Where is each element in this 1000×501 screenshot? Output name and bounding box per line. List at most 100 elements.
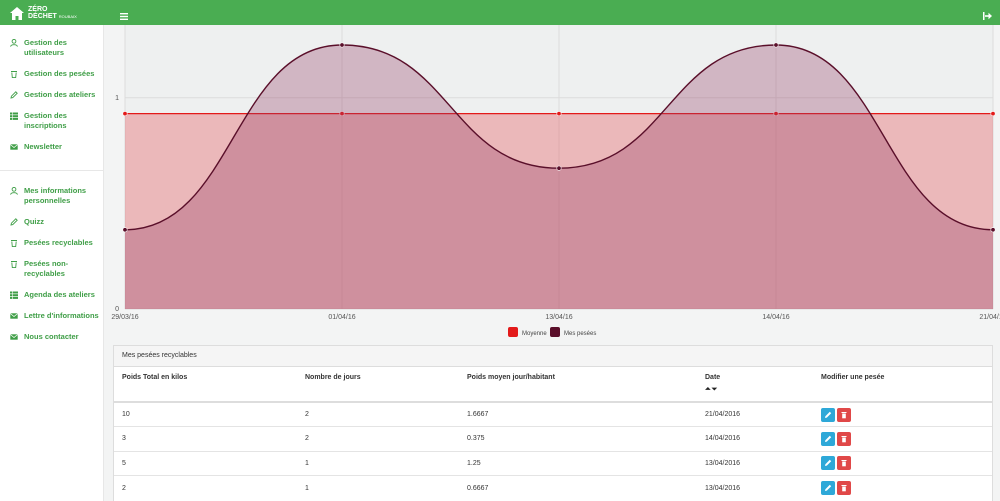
series-area-0 (125, 113, 993, 309)
data-point (990, 111, 996, 117)
sort-arrows-icon[interactable]: ⏶⏷ (705, 386, 719, 393)
table-row: 3 2 0.375 14/04/2016 (114, 426, 992, 451)
table-cell: 14/04/2016 (697, 426, 813, 451)
envelope-icon (10, 333, 18, 341)
brand-logo[interactable]: ZÉRO DÉCHET ROUBAIX (10, 3, 77, 23)
delete-button[interactable] (837, 456, 851, 471)
table-cell: 1 (297, 450, 459, 476)
table-cell: 2 (297, 426, 459, 451)
header-total-weight: Poids Total en kilos (114, 367, 297, 403)
table-cell: 2 (114, 475, 297, 500)
delete-button[interactable] (837, 431, 851, 446)
sidebar-item-admin-0[interactable]: Gestion des utilisateurs (0, 33, 103, 64)
pencil-icon (825, 411, 832, 418)
data-point (122, 111, 128, 117)
table-cell: 21/04/2016 (697, 401, 813, 427)
table-row: 5 1 1.25 13/04/2016 (114, 450, 992, 476)
data-point (122, 227, 128, 233)
delete-button[interactable] (837, 481, 851, 495)
sidebar-item-label: Gestion des ateliers (24, 90, 96, 99)
header-edit: Modifier une pesée (813, 367, 992, 403)
trash-icon (10, 70, 18, 79)
pencil-icon (825, 460, 832, 467)
sidebar-item-admin-2[interactable]: Gestion des ateliers (0, 85, 103, 106)
trash-icon (841, 435, 847, 443)
pencil-icon (825, 435, 832, 442)
row-actions (813, 450, 992, 476)
trash-icon (841, 485, 847, 492)
table-cell: 3 (114, 426, 297, 451)
legend-label-0: Moyenne (522, 331, 547, 337)
data-point (773, 111, 779, 117)
panel-title: Mes pesées recyclables (114, 346, 992, 367)
data-point (556, 165, 562, 171)
row-actions (813, 401, 992, 427)
header-days: Nombre de jours (297, 367, 459, 403)
sidebar-item-user-5[interactable]: Lettre d'informations (0, 306, 103, 327)
edit-button[interactable] (821, 431, 835, 446)
legend-swatch-0 (508, 327, 518, 337)
hamburger-menu-icon[interactable] (120, 7, 128, 25)
data-point (339, 42, 345, 48)
chart-svg: 29/03/16 01/04/16 13/04/16 14/04/16 21/04/16… (111, 25, 1000, 337)
sidebar-item-label: Quizz (24, 217, 44, 226)
data-point (773, 42, 779, 48)
sidebar-item-label: Gestion des inscriptions (24, 111, 67, 130)
row-actions (813, 475, 992, 500)
table-row: 10 2 1.6667 21/04/2016 (114, 401, 992, 427)
sidebar-item-label: Pesées recyclables (24, 238, 93, 247)
y-tick-label: 1 (115, 95, 119, 102)
x-tick-label: 01/04/16 (328, 314, 355, 321)
user-icon (10, 186, 18, 195)
table-cell: 10 (114, 401, 297, 427)
table-cell: 13/04/2016 (697, 450, 813, 476)
data-point (339, 111, 345, 117)
admin-nav-group: Gestion des utilisateurs Gestion des pesé… (0, 25, 103, 171)
sidebar-item-label: Agenda des ateliers (24, 290, 95, 299)
table-cell: 0.6667 (459, 475, 697, 500)
recyclable-weighings-panel: Mes pesées recyclables Poids Total en ki… (113, 345, 993, 501)
row-actions (813, 426, 992, 451)
sidebar-item-label: Gestion des pesées (24, 69, 95, 78)
sidebar-item-label: Pesées non-recyclables (24, 259, 69, 278)
sidebar-item-admin-1[interactable]: Gestion des pesées (0, 64, 103, 85)
pencil-icon (10, 91, 18, 99)
x-tick-label: 13/04/16 (545, 314, 572, 321)
trash-icon (10, 260, 18, 269)
legend-swatch-1 (550, 327, 560, 337)
sidebar-item-user-4[interactable]: Agenda des ateliers (0, 285, 103, 306)
sidebar-item-admin-4[interactable]: Newsletter (0, 137, 103, 158)
brand-line2: DÉCHET (28, 13, 57, 20)
sidebar-item-user-0[interactable]: Mes informations personnelles (0, 181, 103, 212)
edit-button[interactable] (821, 456, 835, 471)
data-point (990, 227, 996, 233)
series-area-1 (125, 45, 993, 309)
sidebar-item-label: Newsletter (24, 142, 62, 151)
edit-button[interactable] (821, 407, 835, 422)
sidebar-item-user-2[interactable]: Pesées recyclables (0, 233, 103, 254)
sidebar-item-admin-3[interactable]: Gestion des inscriptions (0, 106, 103, 137)
header-date-label: Date (705, 374, 721, 381)
pencil-icon (825, 484, 832, 491)
edit-button[interactable] (821, 481, 835, 495)
logout-icon[interactable] (983, 7, 992, 25)
table-header-row: Poids Total en kilos Nombre de jours Poi… (114, 367, 992, 403)
list-icon (10, 291, 18, 299)
brand-text: ZÉRO DÉCHET ROUBAIX (28, 6, 77, 20)
table-cell: 1.25 (459, 450, 697, 476)
table-row: 2 1 0.6667 13/04/2016 (114, 475, 992, 500)
weighings-table: Poids Total en kilos Nombre de jours Poi… (114, 367, 992, 500)
x-tick-label: 21/04/16 (979, 314, 1000, 321)
sidebar-item-label: Gestion des utilisateurs (24, 38, 67, 57)
user-nav-group: Mes informations personnelles Quizz Pesées… (0, 171, 103, 360)
sidebar-item-label: Mes informations personnelles (24, 186, 87, 205)
table-cell: 5 (114, 450, 297, 476)
sidebar-item-user-3[interactable]: Pesées non-recyclables (0, 254, 103, 285)
sidebar-item-user-6[interactable]: Nous contacter (0, 327, 103, 348)
table-cell: 0.375 (459, 426, 697, 451)
x-tick-label: 29/03/16 (111, 314, 138, 321)
sidebar-item-user-1[interactable]: Quizz (0, 212, 103, 233)
delete-button[interactable] (837, 407, 851, 422)
data-point (556, 111, 562, 117)
brand-line1: ZÉRO (28, 6, 48, 13)
